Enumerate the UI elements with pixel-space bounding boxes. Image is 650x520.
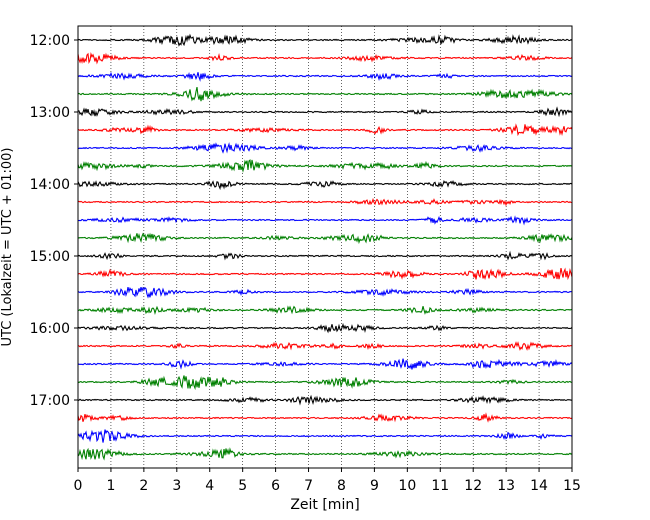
x-tick-label: 4 [205, 478, 214, 494]
trace-1330 [77, 142, 573, 154]
y-tick-label: 15:00 [30, 249, 70, 265]
trace-1615 [77, 341, 573, 351]
x-tick-label: 5 [238, 478, 247, 494]
x-axis-ticks: 0 1 2 3 4 5 6 7 8 9 10 11 12 13 14 15 [74, 468, 581, 494]
x-tick-label: 6 [271, 478, 280, 494]
x-tick-label: 3 [172, 478, 181, 494]
trace-1315 [77, 123, 573, 137]
trace-1700 [77, 394, 573, 406]
trace-1445 [77, 232, 573, 245]
y-axis-ticks: 12:00 13:00 14:00 15:00 16:00 17:00 [30, 33, 78, 409]
x-tick-label: 11 [431, 478, 449, 494]
trace-1200 [77, 33, 573, 47]
x-tick-label: 9 [370, 478, 379, 494]
trace-lines [77, 33, 573, 461]
trace-1500 [77, 250, 573, 261]
y-axis-label: UTC (Lokalzeit = UTC + 01:00) [0, 148, 15, 347]
y-tick-label: 17:00 [30, 393, 70, 409]
plot-frame [77, 25, 573, 469]
x-tick-label: 12 [464, 478, 482, 494]
x-tick-label: 7 [304, 478, 313, 494]
y-tick-label: 14:00 [30, 177, 70, 193]
x-tick-label: 10 [398, 478, 416, 494]
trace-1345 [77, 159, 573, 173]
trace-1300 [77, 106, 573, 118]
x-tick-label: 15 [563, 478, 581, 494]
trace-1645 [77, 375, 573, 391]
y-tick-label: 13:00 [30, 105, 70, 121]
trace-1530 [77, 286, 573, 299]
y-tick-label: 16:00 [30, 321, 70, 337]
trace-1545 [77, 305, 573, 315]
trace-1215 [77, 52, 573, 65]
x-tick-label: 0 [74, 478, 83, 494]
trace-1400 [77, 179, 573, 191]
x-axis-label: Zeit [min] [290, 497, 359, 513]
x-tick-label: 2 [139, 478, 148, 494]
trace-1230 [77, 71, 573, 82]
x-tick-label: 14 [530, 478, 548, 494]
trace-1415 [77, 197, 573, 207]
trace-1600 [77, 322, 573, 334]
trace-1745 [77, 447, 573, 461]
trace-1245 [77, 86, 573, 102]
x-tick-label: 13 [497, 478, 515, 494]
trace-1630 [77, 358, 573, 370]
y-tick-label: 12:00 [30, 33, 70, 49]
trace-1430 [77, 215, 573, 226]
trace-1515 [77, 267, 573, 281]
trace-1730 [77, 429, 573, 443]
trace-1715 [77, 412, 573, 423]
x-tick-label: 8 [337, 478, 346, 494]
x-tick-label: 1 [106, 478, 115, 494]
